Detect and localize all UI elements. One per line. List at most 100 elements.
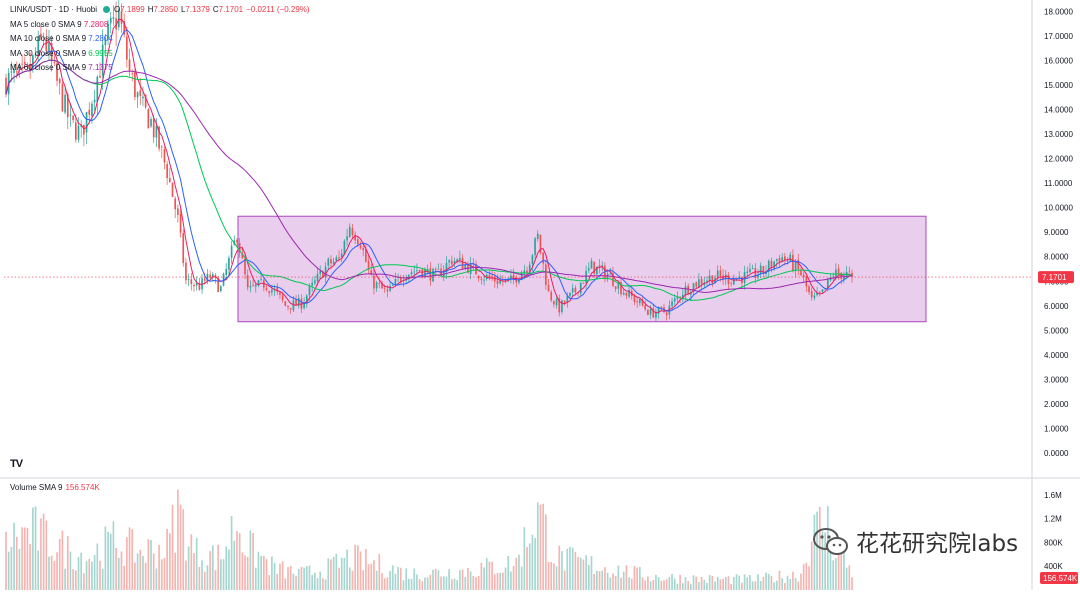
candle-body <box>284 301 287 306</box>
candle-body <box>590 260 593 269</box>
candle-body <box>348 226 351 237</box>
candle-body <box>340 253 343 258</box>
volume-bar <box>64 568 66 590</box>
candle-body <box>152 118 155 138</box>
candle-body <box>104 37 107 46</box>
candle-body <box>260 279 262 281</box>
volume-bar <box>835 558 837 590</box>
candle-body <box>652 308 655 318</box>
candle-body <box>289 307 292 310</box>
volume-bar <box>142 556 144 590</box>
ma-legend-item[interactable]: MA 5 close 0 SMA 9 7.2808 <box>10 18 313 33</box>
candle-body <box>58 78 61 84</box>
volume-bar <box>168 533 171 590</box>
candle-body <box>539 234 542 253</box>
volume-bar <box>593 573 596 590</box>
volume-bar <box>617 565 620 590</box>
volume-tick-label: 1.2M <box>1044 515 1062 524</box>
candle-body <box>252 284 254 286</box>
price-tick-label: 8.0000 <box>1044 253 1069 262</box>
last-price-label: 7.1701 <box>1042 273 1067 282</box>
candle-body <box>381 282 383 289</box>
ohlc-key: C <box>212 5 219 14</box>
volume-bar <box>743 574 746 590</box>
volume-bar <box>399 567 402 590</box>
candle-body <box>359 245 362 249</box>
candle-body <box>168 178 171 182</box>
candle-body <box>767 260 770 273</box>
volume-bar <box>134 562 136 590</box>
volume-bar <box>378 553 381 590</box>
candle-body <box>746 271 749 273</box>
ma-legend-item[interactable]: MA 10 close 0 SMA 9 7.2804 <box>10 32 313 47</box>
volume-bar <box>236 531 238 590</box>
range-box[interactable] <box>237 215 927 323</box>
candle-body <box>23 61 26 64</box>
volume-legend-label[interactable]: Volume SMA 9 <box>10 483 63 492</box>
candle-body <box>477 275 480 279</box>
volume-bar <box>518 554 520 590</box>
volume-bar <box>620 577 622 590</box>
candle-body <box>596 266 598 275</box>
volume-bar <box>773 582 775 590</box>
volume-bar <box>34 506 37 590</box>
candle-body <box>222 273 225 286</box>
volume-bar <box>80 552 83 590</box>
volume-bar <box>523 527 526 590</box>
candle-body <box>271 289 273 293</box>
candle-body <box>813 295 816 298</box>
candle-body <box>220 286 222 292</box>
volume-bar <box>520 566 523 590</box>
ohlc-value: 7.1379 <box>185 5 210 14</box>
candle-body <box>751 268 754 270</box>
symbol-label[interactable]: LINK/USDT · 1D · Huobi <box>10 5 97 14</box>
volume-bar <box>109 533 112 590</box>
candle-body <box>61 83 64 112</box>
volume-bar <box>845 567 848 590</box>
volume-bar <box>512 566 515 590</box>
candle-body <box>351 228 354 236</box>
volume-bar <box>851 577 853 590</box>
candle-body <box>507 277 510 279</box>
ohlc-value: 7.1899 <box>120 5 145 14</box>
volume-bar <box>198 566 201 590</box>
price-tick-label: 10.0000 <box>1044 204 1073 213</box>
tradingview-logo[interactable]: TV <box>10 458 23 470</box>
price-axis[interactable]: 18.0000 17.0000 16.0000 15.0000 14.0000 13.00… <box>1038 7 1074 458</box>
volume-bar <box>187 546 190 590</box>
candle-body <box>241 253 244 259</box>
candle-body <box>18 64 21 71</box>
candle-body <box>692 283 695 293</box>
candle-body <box>279 292 281 295</box>
candle-body <box>109 17 112 24</box>
candle-body <box>413 271 416 273</box>
volume-bar <box>714 581 716 590</box>
volume-bar <box>271 556 273 590</box>
ma-legend-item[interactable]: MA 60 close 0 SMA 9 7.1375 <box>10 61 313 76</box>
candle-body <box>13 69 15 73</box>
volume-bar <box>491 561 493 590</box>
volume-bar <box>354 544 356 590</box>
volume-bar <box>638 567 641 590</box>
volume-bar <box>649 581 652 590</box>
candle-body <box>566 296 569 303</box>
candle-body <box>660 306 663 308</box>
candle-body <box>346 236 348 241</box>
candle-body <box>536 233 539 239</box>
ma-legend-item[interactable]: MA 30 close 0 SMA 9 6.9955 <box>10 47 313 62</box>
volume-bar <box>257 551 260 590</box>
volume-bar <box>485 558 488 590</box>
candle-body <box>571 288 574 293</box>
candle-body <box>698 279 700 288</box>
candle-body <box>195 282 198 286</box>
volume-axis[interactable]: 1.6M 1.2M 800K 400K 156.574K <box>1040 491 1078 584</box>
candle-body <box>287 306 289 308</box>
candle-body <box>641 299 644 306</box>
volume-bar <box>644 580 647 590</box>
volume-bar <box>553 563 555 590</box>
candle-body <box>370 270 373 276</box>
volume-bar <box>66 536 69 590</box>
price-tick-label: 17.0000 <box>1044 32 1073 41</box>
